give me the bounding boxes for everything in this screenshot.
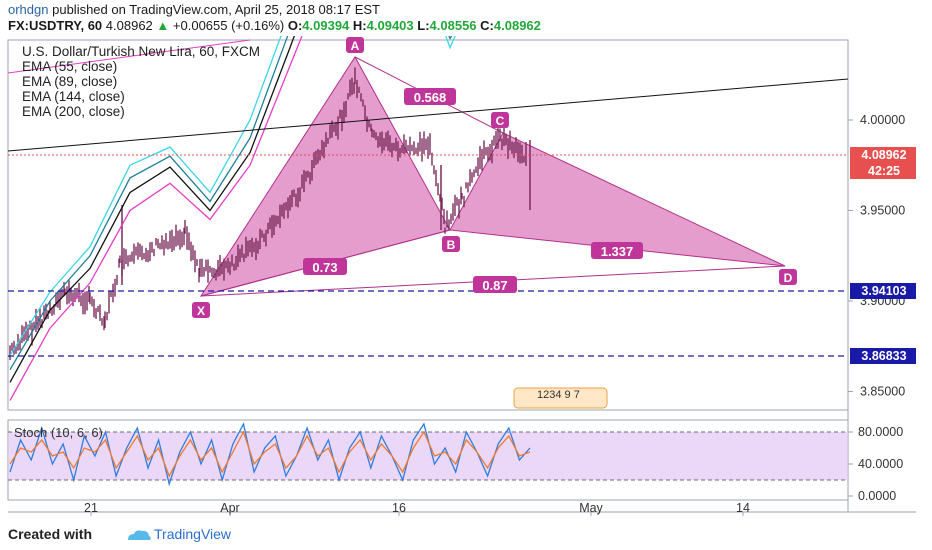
price-tag-label: 4.08962 <box>861 148 906 162</box>
price-tag-box <box>850 163 916 179</box>
author-link[interactable]: orhdgn <box>8 2 49 17</box>
open-label: O: <box>287 18 303 33</box>
ema-line-0 <box>9 36 456 356</box>
price-change: +0.00655 (+0.16%) <box>172 18 285 33</box>
created-with-label: Created with <box>8 526 93 542</box>
stoch-tick-label: 80.0000 <box>858 425 903 439</box>
pattern-point-C: C <box>496 114 505 128</box>
ratio-label: 0.87 <box>482 278 507 293</box>
ratio-label: 1.337 <box>601 244 634 259</box>
up-arrow-icon: ▲ <box>156 18 170 33</box>
low-value: 4.08556 <box>429 18 477 33</box>
high-value: 4.09403 <box>366 18 414 33</box>
chart-legend: U.S. Dollar/Turkish New Lira, 60, FXCM E… <box>22 44 260 119</box>
price-tag-label: 42:25 <box>868 164 900 178</box>
last-price: 4.08962 <box>105 18 153 33</box>
marker-badge <box>513 387 608 409</box>
legend-ema55: EMA (55, close) <box>22 59 118 74</box>
price-tick-label: 4.05000 <box>860 36 905 37</box>
price-tag-box <box>850 283 916 299</box>
pattern-point-B: B <box>447 238 456 252</box>
ema-line-3 <box>9 36 303 401</box>
legend-title: U.S. Dollar/Turkish New Lira, 60, FXCM <box>22 44 261 59</box>
upper-trendline <box>7 39 251 74</box>
price-chart[interactable]: 3.850003.900003.950004.000004.050004.100… <box>0 36 932 520</box>
pattern-point-D: D <box>784 271 793 285</box>
pattern-point-box <box>442 236 460 252</box>
ratio-box <box>591 242 643 259</box>
pattern-point-box <box>192 302 210 318</box>
pattern-point-X: X <box>197 304 205 318</box>
price-tick-label: 3.85000 <box>860 385 905 399</box>
published-text: published on TradingView.com, April 25, … <box>52 2 380 17</box>
price-tick-label: 3.95000 <box>860 204 905 218</box>
ema-line-1 <box>9 36 453 371</box>
tradingview-brand[interactable]: TradingView <box>154 526 232 542</box>
high-label: H: <box>352 18 367 33</box>
candles <box>9 67 527 361</box>
time-tick-label: Apr <box>220 501 239 515</box>
stoch-title: Stoch (10, 6, 6) <box>14 425 103 440</box>
stoch-series-0 <box>9 422 531 487</box>
price-tag-label: 3.94103 <box>861 284 906 298</box>
price-tag-box <box>850 348 916 364</box>
pattern-point-box <box>779 269 797 285</box>
ratio-label: 0.568 <box>414 90 447 105</box>
pattern-point-A: A <box>351 39 360 53</box>
pattern-point-box <box>491 112 509 128</box>
close-label: C: <box>480 18 494 33</box>
symbol-line: FX:USDTRY, 60 4.08962 ▲ +0.00655 (+0.16%… <box>8 18 541 34</box>
marker-badge-label: 1234 9 7 <box>537 389 580 401</box>
legend-ema144: EMA (144, close) <box>22 89 125 104</box>
legend-ema89: EMA (89, close) <box>22 74 118 89</box>
price-tag-box <box>850 147 916 163</box>
ema-line-2 <box>9 36 295 383</box>
tradingview-cloud-icon <box>128 530 151 540</box>
time-tick-label: May <box>579 501 603 515</box>
pattern-point-box <box>346 37 364 53</box>
close-value: 4.08962 <box>493 18 541 33</box>
time-tick-label: 14 <box>736 501 750 515</box>
legend-ema200: EMA (200, close) <box>22 104 125 119</box>
trendline <box>7 78 849 152</box>
low-label: L: <box>417 18 430 33</box>
price-tag-label: 3.86833 <box>861 349 906 363</box>
publish-line: orhdgn published on TradingView.com, Apr… <box>8 2 380 18</box>
symbol-label: FX:USDTRY, 60 <box>8 18 103 33</box>
open-value: 4.09394 <box>302 18 350 33</box>
footer: Created with TradingView <box>0 520 932 550</box>
time-tick-label: 21 <box>84 501 98 515</box>
ratio-label: 0.73 <box>312 260 337 275</box>
chart-header: orhdgn published on TradingView.com, Apr… <box>0 0 932 36</box>
ratio-box <box>404 88 456 105</box>
ratio-box <box>473 276 517 293</box>
stoch-tick-label: 0.0000 <box>858 489 896 503</box>
time-tick-label: 16 <box>392 501 406 515</box>
stoch-series-1 <box>9 430 531 478</box>
ratio-box <box>303 258 347 275</box>
stoch-tick-label: 40.0000 <box>858 457 903 471</box>
price-tick-label: 4.00000 <box>860 113 905 127</box>
